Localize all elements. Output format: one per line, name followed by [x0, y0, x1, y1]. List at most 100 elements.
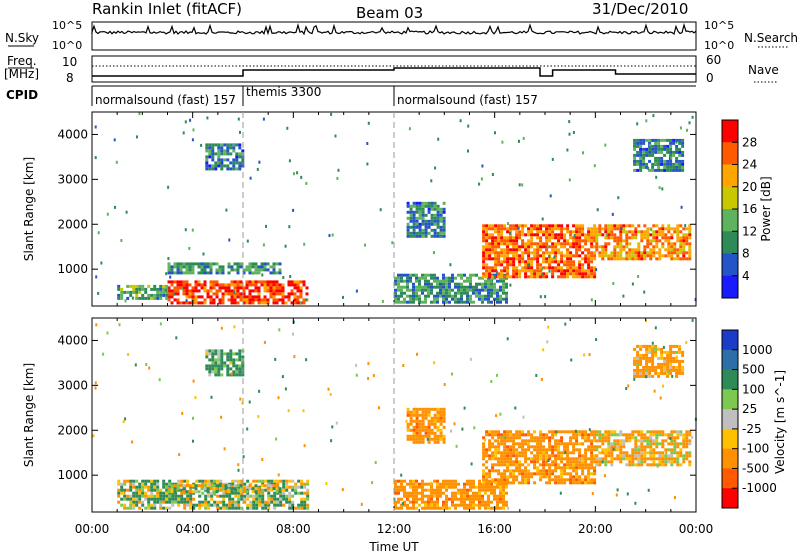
heatmap-cell — [403, 479, 406, 483]
heatmap-cell — [424, 434, 428, 438]
heatmap-cell — [129, 479, 133, 483]
heatmap-cell — [545, 251, 549, 255]
heatmap-cell — [211, 349, 215, 353]
heatmap-cell — [613, 236, 617, 240]
heatmap-cell — [499, 506, 502, 510]
heatmap-cell — [233, 301, 237, 305]
heatmap-cell — [229, 361, 233, 365]
heatmap-cell — [587, 478, 591, 482]
heatmap-cell — [604, 433, 608, 437]
heatmap-cell — [536, 242, 540, 246]
heatmap-cell — [185, 265, 189, 269]
heatmap-cell — [204, 506, 208, 510]
heatmap-cell — [284, 301, 288, 305]
heatmap-cell — [406, 285, 409, 289]
heatmap-cell — [490, 482, 493, 486]
heatmap-cell — [208, 149, 212, 153]
heatmap-cell — [542, 257, 546, 261]
heatmap-cell — [442, 485, 445, 489]
heatmap-cell — [655, 251, 659, 255]
heatmap-cell — [200, 268, 204, 272]
heatmap-cell — [639, 371, 643, 375]
heatmap-cell — [551, 463, 555, 467]
heatmap-cell — [512, 445, 516, 449]
heatmap-cell — [439, 282, 442, 286]
heatmap-cell — [681, 144, 685, 148]
heatmap-cell — [442, 288, 445, 292]
x-tick-label: 20:00 — [578, 522, 613, 536]
heatmap-cell — [663, 168, 667, 172]
heatmap-cell — [575, 460, 579, 464]
heatmap-cell — [678, 371, 682, 375]
heatmap-cell — [505, 282, 508, 286]
heatmap-cell — [642, 141, 646, 145]
heatmap-cell — [509, 231, 511, 235]
heatmap-cell — [418, 503, 421, 507]
heatmap-cell — [584, 257, 588, 261]
heatmap-cell — [482, 263, 486, 267]
heatmap-cell — [584, 260, 588, 264]
heatmap-cell — [171, 494, 175, 498]
heatmap-cell — [296, 280, 300, 284]
heatmap-cell — [484, 285, 487, 289]
heatmap-cell — [231, 503, 235, 507]
heatmap-cell — [202, 252, 205, 256]
heatmap-cell — [97, 291, 100, 295]
heatmap-cell — [371, 481, 374, 485]
heatmap-cell — [598, 457, 602, 461]
heatmap-cell — [688, 227, 692, 231]
heatmap-cell — [442, 219, 446, 223]
heatmap-cell — [275, 301, 279, 305]
heatmap-cell — [607, 445, 611, 449]
heatmap-cell — [254, 286, 258, 290]
heatmap-cell — [463, 503, 466, 507]
heatmap-cell — [167, 280, 171, 284]
heatmap-cell — [439, 413, 443, 417]
heatmap-cell — [578, 266, 582, 270]
heatmap-cell — [290, 292, 294, 296]
heatmap-cell — [515, 478, 519, 482]
heatmap-cell — [610, 448, 614, 452]
heatmap-cell — [454, 291, 457, 295]
heatmap-cell — [487, 500, 490, 504]
heatmap-cell — [500, 475, 504, 479]
heatmap-cell — [655, 436, 659, 440]
heatmap-cell — [512, 248, 516, 252]
heatmap-cell — [675, 368, 679, 372]
heatmap-cell — [442, 482, 445, 486]
heatmap-cell — [176, 484, 180, 488]
heatmap-cell — [530, 236, 534, 240]
heatmap-cell — [171, 500, 175, 504]
heatmap-cell — [521, 227, 525, 231]
heatmap-cell — [243, 482, 247, 486]
heatmap-cell — [584, 269, 588, 273]
heatmap-cell — [590, 298, 593, 302]
heatmap-cell — [506, 251, 510, 255]
heatmap-cell — [421, 273, 424, 277]
heatmap-cell — [302, 298, 306, 302]
heatmap-cell — [129, 506, 133, 510]
heatmap-cell — [266, 289, 270, 293]
heatmap-cell — [299, 295, 303, 299]
heatmap-cell — [296, 301, 300, 305]
heatmap-cell — [578, 239, 582, 243]
heatmap-cell — [563, 239, 567, 243]
heatmap-cell — [521, 266, 525, 270]
heatmap-cell — [688, 236, 692, 240]
heatmap-cell — [409, 213, 413, 217]
heatmap-cell — [494, 478, 498, 482]
nsearch-tick-top: 10^5 — [704, 19, 734, 32]
heatmap-cell — [178, 453, 181, 457]
heatmap-cell — [557, 451, 561, 455]
heatmap-cell — [575, 275, 579, 279]
heatmap-cell — [548, 442, 552, 446]
heatmap-cell — [162, 293, 166, 297]
heatmap-cell — [643, 290, 646, 294]
heatmap-cell — [436, 491, 439, 495]
y-tick-label: 3000 — [57, 378, 88, 392]
heatmap-cell — [303, 242, 306, 246]
heatmap-cell — [424, 413, 428, 417]
heatmap-cell — [539, 451, 543, 455]
heatmap-cell — [212, 298, 216, 302]
heatmap-cell — [682, 433, 686, 437]
